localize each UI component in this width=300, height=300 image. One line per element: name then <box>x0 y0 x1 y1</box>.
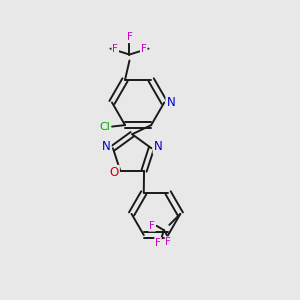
Text: N: N <box>102 140 111 153</box>
Text: N: N <box>167 96 175 109</box>
Text: F: F <box>149 221 155 231</box>
Text: F: F <box>166 237 171 247</box>
Text: Cl: Cl <box>99 122 110 132</box>
Text: F: F <box>141 44 147 54</box>
Text: O: O <box>110 166 119 179</box>
Text: N: N <box>154 140 162 153</box>
Text: F: F <box>155 238 161 248</box>
Text: F: F <box>112 44 118 54</box>
Text: F: F <box>127 32 132 42</box>
